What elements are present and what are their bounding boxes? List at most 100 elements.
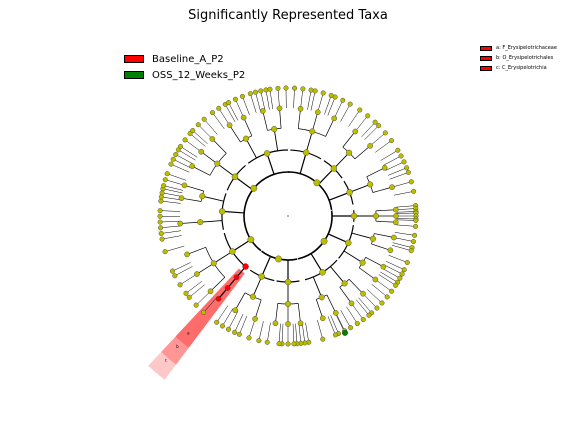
taxon-node-152 [302,149,310,156]
branch-line-40 [358,267,376,280]
taxon-node-129 [195,122,201,128]
legend: Baseline_A_P2 OSS_12_Weeks_P2 [124,51,245,83]
branch-line-155 [184,139,202,152]
taxon-node-102 [158,225,164,231]
branch-line-199 [317,92,324,113]
taxon-node-47 [354,321,360,327]
taxon-node-71 [258,273,265,280]
taxon-node-92 [172,273,178,279]
taxon-node-120 [170,156,176,162]
branch-line-122 [200,220,223,223]
clade-swatch-b [480,55,492,61]
branch-line-57 [346,306,358,324]
taxon-node-64 [285,321,291,327]
branch-line-45 [310,253,323,273]
taxon-node-76 [236,331,242,337]
taxon-node-157 [308,87,314,93]
branch-line-198 [310,90,316,111]
branch-line-128 [160,220,181,223]
clade-legend-item-c: c: C_Erysipelotrichia [480,63,557,73]
taxon-node-90 [183,290,189,296]
taxon-node-186 [411,188,417,194]
taxon-node-8 [393,206,399,213]
branch-line-33 [343,250,363,264]
taxon-node-84 [210,260,217,267]
taxon-node-5 [320,237,328,245]
branch-line-193 [293,88,295,109]
taxon-node-107 [178,195,185,201]
branch-line-174 [242,96,250,116]
branch-line-164 [245,138,257,159]
branch-line-97 [234,314,244,333]
taxon-node-124 [178,143,184,149]
branch-line-203 [327,96,336,116]
taxon-node-74 [256,338,262,344]
taxon-node-133 [226,122,233,128]
taxon-node-162 [331,115,338,122]
taxon-node-89 [194,271,200,277]
branch-line-67 [317,319,323,340]
taxon-node-160 [320,90,326,96]
branch-line-76 [298,323,302,344]
branch-line-92 [258,321,264,341]
branch-line-100 [216,305,229,323]
taxon-node-86 [201,309,207,315]
taxon-node-147 [276,105,283,112]
branch-line-117 [172,262,191,272]
branch-line-53 [339,286,352,304]
branch-line-109 [189,284,205,298]
branch-line-43 [375,279,392,292]
taxon-node-57 [284,278,292,286]
clade-label-c: c: C_Erysipelotrichia [496,65,547,71]
branch-line-178 [250,93,257,113]
branch-line-114 [174,266,193,276]
taxon-node-119 [168,161,174,167]
taxon-node-117 [214,160,221,167]
taxon-node-50 [348,325,354,331]
taxon-node-176 [346,189,353,196]
clade-legend-item-b: b: O_Erysipelotrichales [480,53,557,63]
branch-line-137 [162,188,183,194]
branch-line-157 [212,138,227,154]
taxon-node-75 [246,335,252,341]
legend-swatch-oss [124,71,144,79]
branch-line-36 [385,261,405,270]
taxon-node-45 [366,312,372,318]
branch-line-50 [367,289,383,304]
taxon-node-164 [340,97,346,103]
taxon-node-99 [177,220,184,227]
branch-line-172 [228,102,239,121]
taxon-node-181 [401,159,407,165]
branch-line-118 [164,245,185,252]
branch-line-173 [235,99,244,118]
taxon-node-34 [372,276,379,283]
taxon-node-143 [247,91,253,97]
taxon-node-87 [193,302,199,308]
branch-line-104 [213,251,233,264]
branch-line-181 [265,89,270,110]
branch-line-31 [391,244,412,251]
taxon-node-131 [263,150,271,157]
branch-line-108 [196,291,211,306]
branch-line-62 [335,312,345,331]
branch-line-112 [185,281,203,294]
branch-line-194 [300,88,304,109]
branch-line-98 [228,311,238,330]
branch-line-95 [234,292,246,311]
branch-line-7 [375,209,396,212]
branch-line-190 [305,131,313,153]
taxon-node-49 [332,310,339,316]
taxon-node-77 [232,307,239,314]
branch-line-10 [395,208,416,210]
taxon-node-171 [372,119,378,125]
branch-line-23 [351,232,374,240]
taxon-node-151 [313,179,321,187]
legend-label-oss: OSS_12_Weeks_P2 [152,69,246,81]
taxon-node-29 [380,263,387,270]
branch-line-32 [388,254,408,263]
taxon-node-94 [169,268,175,274]
taxon-node-137 [240,114,247,121]
branch-line-231 [392,181,412,188]
branch-line-90 [254,299,262,319]
node-layer [157,85,419,347]
